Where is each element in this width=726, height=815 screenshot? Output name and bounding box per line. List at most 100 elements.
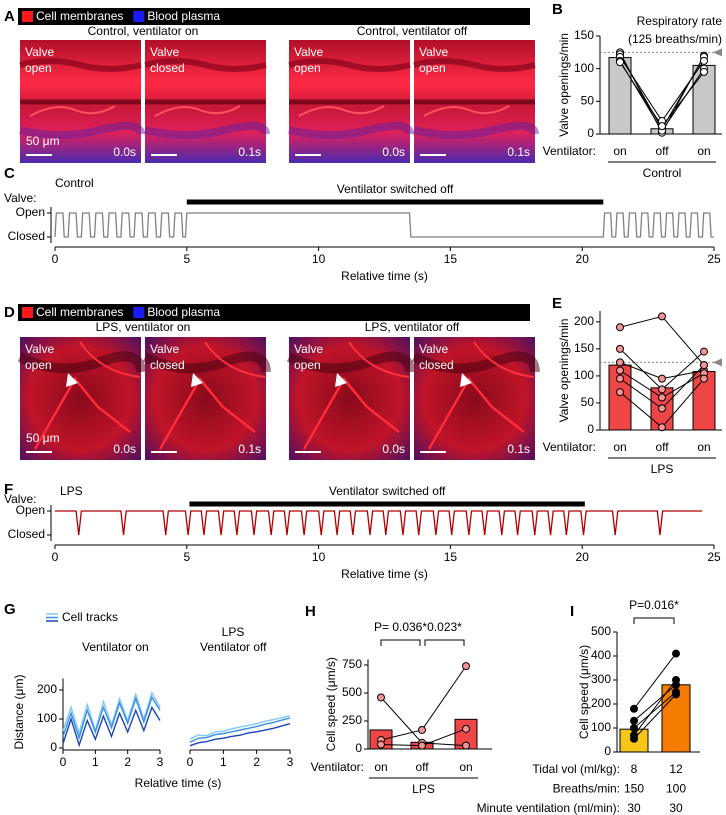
data-point xyxy=(630,716,638,725)
frame-label: open xyxy=(25,358,52,372)
x-tick-label: off xyxy=(655,144,669,158)
data-point xyxy=(700,361,708,370)
cell-track xyxy=(189,714,291,740)
x-tick-label: 2 xyxy=(124,755,131,769)
legend-swatch xyxy=(133,307,145,318)
significance-label: 0.023* xyxy=(427,620,462,634)
reference-arrow xyxy=(713,48,722,57)
chart-title: LPS xyxy=(222,625,245,639)
frame-label: open xyxy=(419,61,446,75)
y-tick-label: 50 xyxy=(581,94,595,108)
ventilator-off-label: Ventilator switched off xyxy=(329,484,446,498)
legend-swatch xyxy=(133,11,145,22)
x-tick-label: 2 xyxy=(253,755,260,769)
panel-letter: H xyxy=(305,603,316,620)
group-label: Control xyxy=(643,166,682,180)
time-label: 0.0s xyxy=(113,442,136,456)
legend-label: Cell tracks xyxy=(62,610,118,624)
row-label: Minute ventilation (ml/min): xyxy=(477,801,620,815)
y-axis-label: Cell speed (μm/s) xyxy=(324,657,338,751)
time-label: 0.1s xyxy=(238,145,261,159)
y-tick-label: 150 xyxy=(574,28,594,42)
row-value: 12 xyxy=(669,762,683,776)
data-point xyxy=(616,344,624,353)
data-point xyxy=(658,404,666,413)
cell-track xyxy=(189,722,291,747)
data-point xyxy=(672,676,680,684)
cell-track xyxy=(62,691,161,736)
frame-label: Valve xyxy=(294,342,323,356)
data-point xyxy=(658,122,666,131)
vessel-wall xyxy=(348,341,410,378)
panel-title: Ventilator on xyxy=(82,640,149,654)
cell-track xyxy=(189,717,291,743)
y-axis-label: Valve openings/min xyxy=(557,33,571,137)
data-point xyxy=(377,740,385,749)
x-tick-label: 1 xyxy=(220,755,227,769)
row-value: 150 xyxy=(624,782,644,796)
frame-label: Valve xyxy=(150,342,179,356)
row-value: 30 xyxy=(669,801,683,815)
y-tick-label: 200 xyxy=(37,682,57,696)
x-tick-label: 20 xyxy=(576,252,590,266)
arrowhead xyxy=(191,373,203,387)
reference-arrow xyxy=(713,358,722,367)
x-tick-label: off xyxy=(415,760,429,774)
vessel-wall xyxy=(204,341,266,378)
y-tick-label: Closed xyxy=(8,229,45,243)
data-point xyxy=(658,312,666,321)
x-tick-label: 0 xyxy=(60,755,67,769)
legend-label: Blood plasma xyxy=(147,305,220,319)
y-tick-label: 0 xyxy=(587,422,594,436)
legend-swatch xyxy=(22,11,33,22)
panel-letter: I xyxy=(570,603,574,620)
y-axis-label: Valve openings/min xyxy=(557,319,571,423)
y-tick-label: 750 xyxy=(342,657,362,671)
y-tick-label: 0 xyxy=(604,744,611,758)
row-label: Breaths/min: xyxy=(553,782,620,796)
data-point xyxy=(616,388,624,397)
data-point xyxy=(616,58,624,67)
legend-swatch xyxy=(22,307,33,318)
data-point xyxy=(658,393,666,402)
paired-line xyxy=(633,691,677,729)
paired-line xyxy=(633,653,677,710)
x-tick-label: on xyxy=(374,760,387,774)
valve-trace xyxy=(54,212,714,238)
paired-line xyxy=(380,697,467,747)
data-point xyxy=(616,374,624,383)
time-label: 0.0s xyxy=(382,145,405,159)
x-tick-label: off xyxy=(655,440,669,454)
x-tick-label: 10 xyxy=(312,550,326,564)
data-point xyxy=(462,724,470,733)
y-tick-label: Open xyxy=(16,205,45,219)
x-tick-label: 3 xyxy=(287,755,294,769)
frame-label: Valve xyxy=(150,45,179,59)
x-tick-label: 20 xyxy=(576,550,590,564)
x-axis-label: Relative time (s) xyxy=(135,776,222,790)
data-point xyxy=(630,724,638,732)
cell-track xyxy=(62,695,161,741)
frame-label: closed xyxy=(150,358,185,372)
y-tick-label: 0 xyxy=(50,740,57,754)
data-point xyxy=(672,649,680,658)
data-point xyxy=(630,734,638,743)
tissue-texture xyxy=(288,58,411,72)
valve-leaflet xyxy=(29,105,116,117)
data-point xyxy=(700,374,708,383)
y-tick-label: 0 xyxy=(587,126,594,140)
trace-title: LPS xyxy=(60,484,83,498)
paired-line xyxy=(619,61,705,128)
data-point xyxy=(630,704,638,713)
x-tick-label: 15 xyxy=(444,252,458,266)
cell-track xyxy=(62,705,161,748)
arrowhead xyxy=(335,373,347,387)
y-tick-label: 100 xyxy=(574,61,594,75)
row-value: 30 xyxy=(627,801,641,815)
group-label: LPS xyxy=(651,462,674,476)
legend-bar xyxy=(18,304,530,321)
group-label: LPS xyxy=(412,782,435,796)
y-axis-label: Valve: xyxy=(4,191,36,205)
data-point xyxy=(700,347,708,356)
